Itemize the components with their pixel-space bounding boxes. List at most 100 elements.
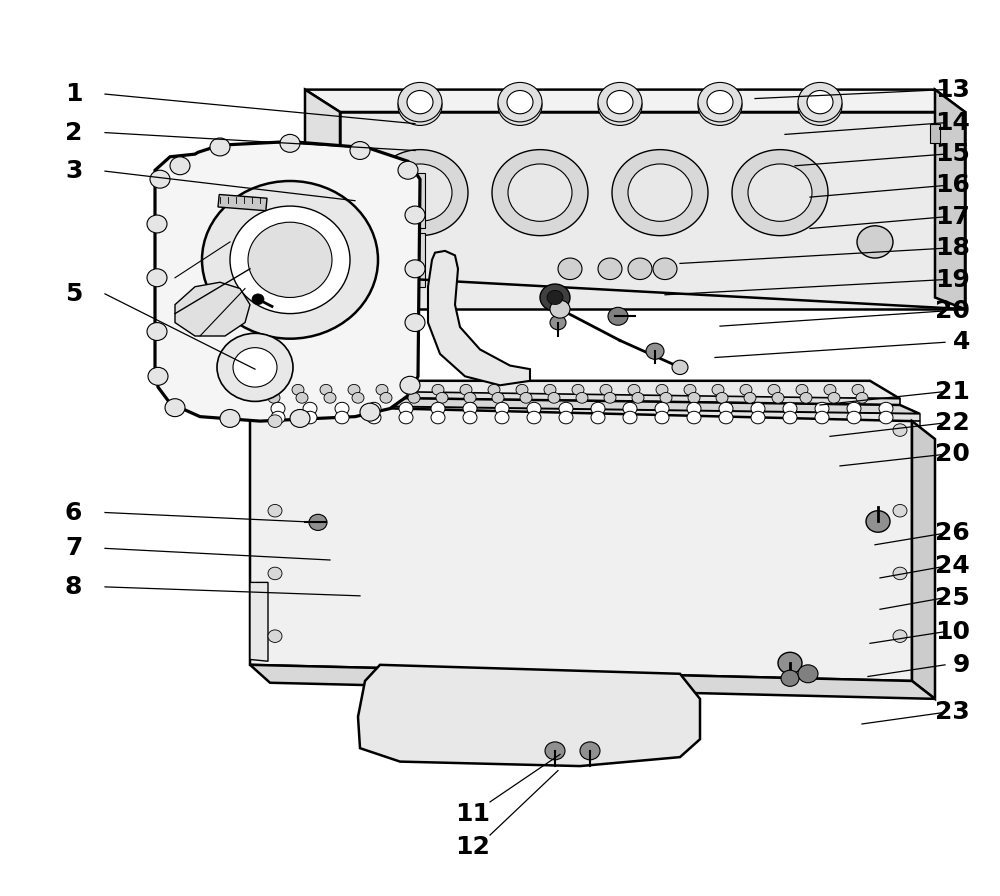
- Text: 8: 8: [65, 575, 82, 599]
- Circle shape: [893, 424, 907, 436]
- Circle shape: [360, 403, 380, 421]
- Circle shape: [527, 411, 541, 424]
- Circle shape: [547, 290, 563, 305]
- Circle shape: [824, 384, 836, 395]
- Polygon shape: [155, 142, 420, 421]
- Circle shape: [800, 392, 812, 403]
- Circle shape: [372, 150, 468, 236]
- Circle shape: [655, 402, 669, 415]
- Text: 15: 15: [935, 142, 970, 166]
- Circle shape: [559, 402, 573, 415]
- Circle shape: [591, 411, 605, 424]
- Polygon shape: [245, 396, 920, 414]
- Text: 2: 2: [65, 121, 82, 144]
- Polygon shape: [260, 405, 920, 421]
- Circle shape: [798, 82, 842, 122]
- Circle shape: [495, 411, 509, 424]
- Circle shape: [147, 269, 167, 287]
- Text: 10: 10: [935, 620, 970, 643]
- Circle shape: [170, 157, 190, 175]
- Circle shape: [436, 392, 448, 403]
- Circle shape: [268, 567, 282, 580]
- Circle shape: [405, 314, 425, 332]
- Circle shape: [407, 94, 433, 117]
- Circle shape: [744, 392, 756, 403]
- Circle shape: [856, 392, 868, 403]
- Circle shape: [516, 384, 528, 395]
- Circle shape: [719, 402, 733, 415]
- Circle shape: [576, 392, 588, 403]
- Circle shape: [688, 392, 700, 403]
- Circle shape: [367, 411, 381, 424]
- Circle shape: [150, 170, 170, 188]
- Polygon shape: [428, 251, 530, 385]
- Text: 25: 25: [935, 586, 970, 609]
- Circle shape: [698, 86, 742, 125]
- Circle shape: [498, 82, 542, 122]
- Circle shape: [407, 90, 433, 114]
- Circle shape: [550, 300, 570, 318]
- Circle shape: [507, 90, 533, 114]
- Circle shape: [147, 323, 167, 340]
- Circle shape: [520, 392, 532, 403]
- Circle shape: [558, 258, 582, 280]
- Circle shape: [508, 164, 572, 221]
- Circle shape: [252, 294, 264, 305]
- Circle shape: [712, 384, 724, 395]
- Circle shape: [857, 226, 893, 258]
- Circle shape: [268, 504, 282, 517]
- Circle shape: [303, 411, 317, 424]
- Circle shape: [684, 384, 696, 395]
- Circle shape: [807, 94, 833, 117]
- Circle shape: [781, 670, 799, 686]
- Circle shape: [431, 411, 445, 424]
- Text: 14: 14: [935, 111, 970, 134]
- Circle shape: [271, 411, 285, 424]
- Circle shape: [217, 333, 293, 401]
- Circle shape: [460, 384, 472, 395]
- Circle shape: [893, 504, 907, 517]
- Bar: [345, 233, 425, 287]
- Circle shape: [202, 181, 378, 339]
- Circle shape: [707, 94, 733, 117]
- Text: 16: 16: [935, 174, 970, 197]
- Circle shape: [893, 630, 907, 642]
- Circle shape: [398, 82, 442, 122]
- Circle shape: [492, 150, 588, 236]
- Bar: [345, 173, 425, 228]
- Circle shape: [495, 402, 509, 415]
- Circle shape: [548, 392, 560, 403]
- Polygon shape: [250, 665, 935, 699]
- Circle shape: [148, 367, 168, 385]
- Bar: [930, 124, 940, 143]
- Circle shape: [352, 392, 364, 403]
- Circle shape: [608, 307, 628, 325]
- Circle shape: [545, 742, 565, 760]
- Circle shape: [591, 402, 605, 415]
- Circle shape: [632, 392, 644, 403]
- Circle shape: [464, 392, 476, 403]
- Circle shape: [893, 567, 907, 580]
- Circle shape: [268, 392, 280, 403]
- Circle shape: [220, 409, 240, 427]
- Circle shape: [404, 384, 416, 395]
- Circle shape: [815, 402, 829, 415]
- Circle shape: [540, 284, 570, 311]
- Circle shape: [350, 142, 370, 159]
- Polygon shape: [250, 582, 268, 661]
- Polygon shape: [260, 412, 920, 437]
- Circle shape: [580, 742, 600, 760]
- Circle shape: [612, 150, 708, 236]
- Circle shape: [268, 415, 282, 427]
- Circle shape: [653, 258, 677, 280]
- Circle shape: [492, 392, 504, 403]
- Polygon shape: [935, 90, 965, 309]
- Circle shape: [751, 402, 765, 415]
- Circle shape: [507, 94, 533, 117]
- Circle shape: [280, 134, 300, 152]
- Circle shape: [320, 384, 332, 395]
- Circle shape: [488, 384, 500, 395]
- Circle shape: [559, 411, 573, 424]
- Circle shape: [296, 392, 308, 403]
- Circle shape: [527, 402, 541, 415]
